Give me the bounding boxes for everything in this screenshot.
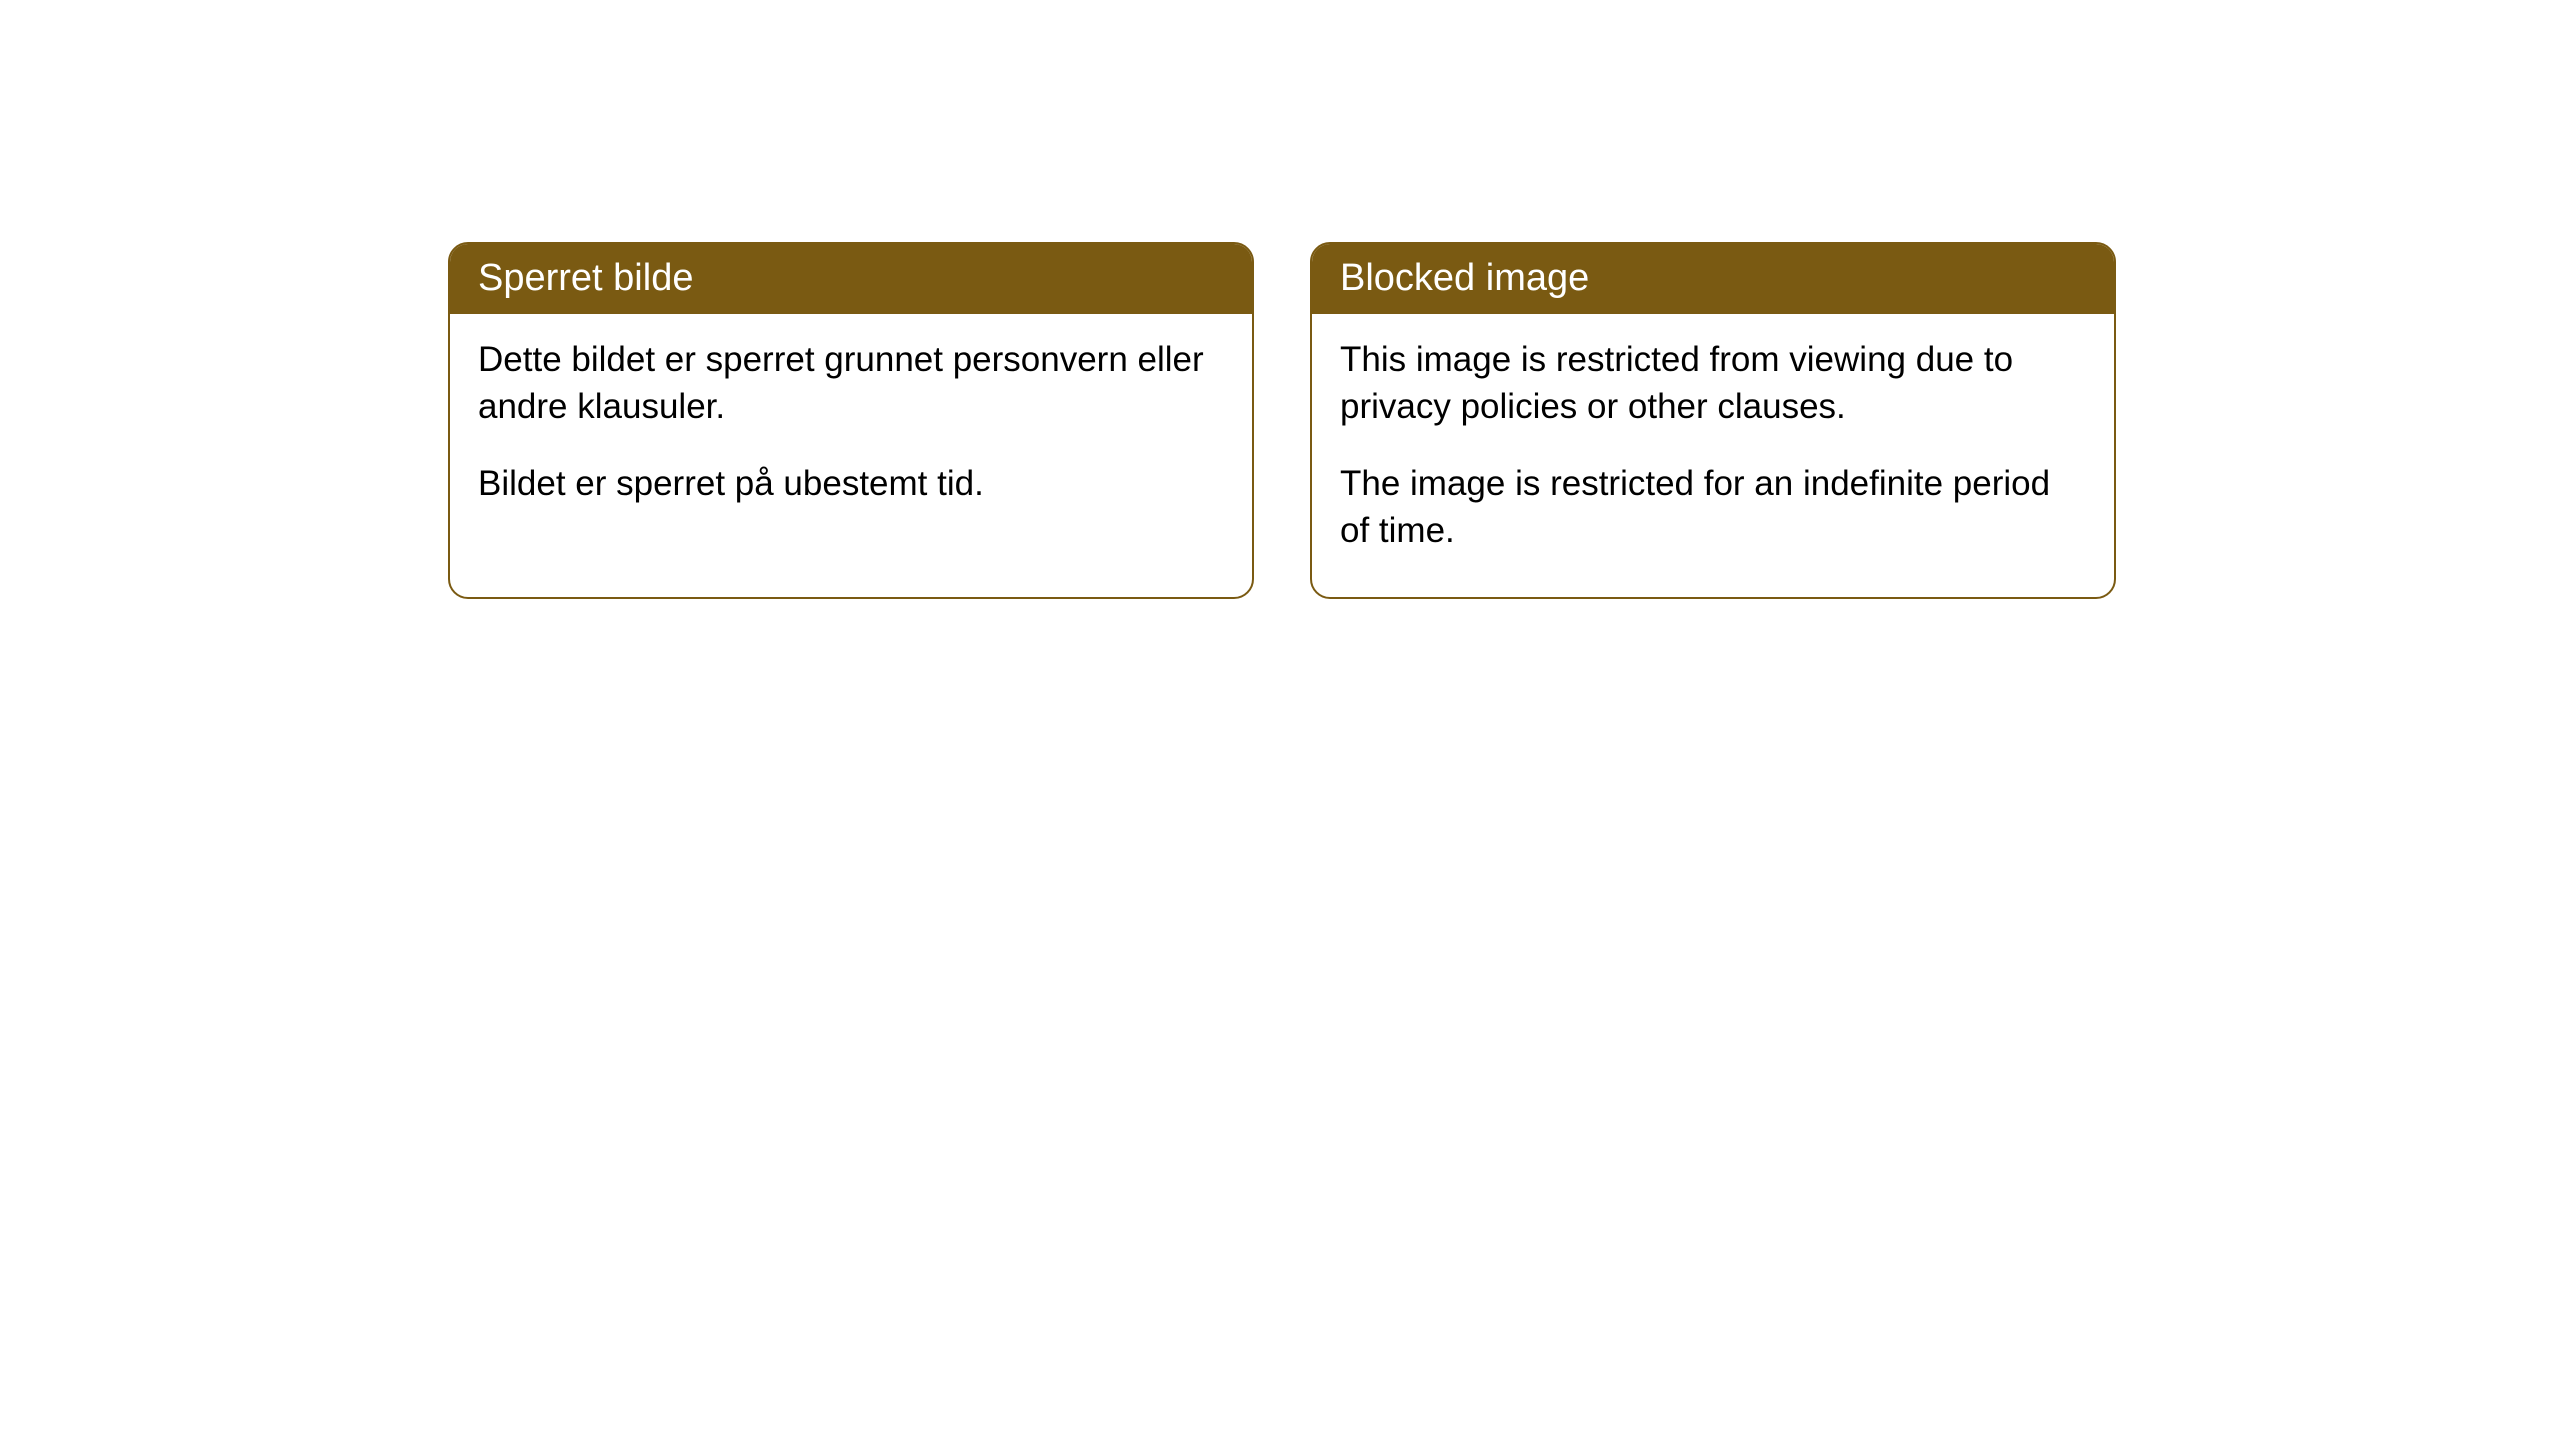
card-title: Blocked image [1312, 244, 2114, 314]
card-paragraph: The image is restricted for an indefinit… [1340, 460, 2086, 555]
card-body: Dette bildet er sperret grunnet personve… [450, 314, 1252, 550]
card-paragraph: This image is restricted from viewing du… [1340, 336, 2086, 431]
notice-card-english: Blocked image This image is restricted f… [1310, 242, 2116, 599]
card-paragraph: Bildet er sperret på ubestemt tid. [478, 460, 1224, 507]
card-body: This image is restricted from viewing du… [1312, 314, 2114, 597]
card-paragraph: Dette bildet er sperret grunnet personve… [478, 336, 1224, 431]
card-title: Sperret bilde [450, 244, 1252, 314]
notice-card-norwegian: Sperret bilde Dette bildet er sperret gr… [448, 242, 1254, 599]
notice-cards-container: Sperret bilde Dette bildet er sperret gr… [448, 242, 2116, 599]
